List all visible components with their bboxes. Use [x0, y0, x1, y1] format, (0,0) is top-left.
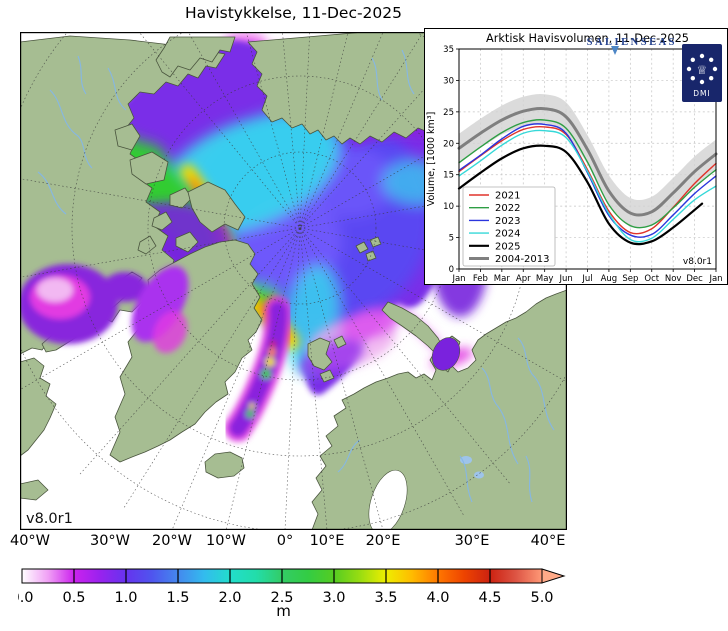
colorbar-tick-label: 0.5	[62, 590, 85, 606]
colorbar-tick-label: 4.5	[478, 590, 501, 606]
volume-chart-inset: Jan Feb Mar Apr May Jun Jul Aug Sep Oct Nov Dec Jan 0…	[424, 28, 728, 285]
series-2022	[458, 119, 717, 229]
colorbar-tick-label: 4.0	[426, 590, 449, 606]
map-x-tick-label: 10°W	[205, 533, 247, 549]
map-x-axis: 40°W 30°W 20°W 10°W 0° 10°E 20°E 30°E 40°E	[10, 533, 567, 553]
map-x-tick-label: 20°W	[151, 533, 193, 549]
inset-y-tick-label: 25	[443, 108, 454, 118]
inset-y-tick-label: 10	[443, 202, 454, 212]
inset-x-tick-label: Jan	[451, 274, 465, 283]
colorbar-tick-label: 3.0	[322, 590, 345, 606]
inset-x-tick-label: Jan	[708, 274, 722, 283]
inset-x-tick-label: May	[536, 274, 554, 283]
series-2024	[458, 129, 717, 243]
map-x-tick-label: 40°E	[530, 533, 566, 549]
inset-y-tick-label: 15	[443, 171, 454, 181]
inset-x-tick-label: Apr	[516, 274, 531, 283]
legend-label: 2004-2013	[495, 254, 550, 265]
legend-label: 2023	[495, 216, 520, 227]
inset-x-tick-label: Jun	[558, 274, 572, 283]
legend-label: 2021	[495, 191, 520, 202]
inset-x-tick-label: Mar	[494, 274, 511, 283]
colorbar-tick-label: 1.0	[114, 590, 137, 606]
inset-x-tick-label: Feb	[473, 274, 488, 283]
page-title: Havistykkelse, 11-Dec-2025	[184, 4, 402, 22]
colorbar-arrow-icon	[541, 568, 566, 584]
map-x-tick-label: 30°W	[89, 533, 131, 549]
rivers	[37, 49, 555, 503]
map-x-tick-label: 30°E	[454, 533, 490, 549]
salienseas-logo: SALIENSEAS	[586, 37, 677, 48]
inset-y-tick-label: 35	[443, 45, 454, 55]
colorbar-unit-label: m	[276, 602, 291, 620]
map-x-tick-label: 40°W	[9, 533, 51, 549]
dmi-label: DMI	[693, 89, 710, 98]
crown-icon: ♕	[697, 63, 708, 77]
inset-y-tick-label: 30	[443, 76, 454, 86]
inset-y-axis-label: Volume, [1000 km³]	[426, 112, 437, 207]
inset-y-tick-label: 5	[449, 234, 454, 244]
inset-y-tick-label: 20	[443, 139, 454, 149]
inset-x-tick-label: Sep	[622, 274, 638, 283]
legend-label: 2022	[495, 203, 520, 214]
map-x-tick-label: 20°E	[365, 533, 401, 549]
inset-y-tick-label: 0	[449, 265, 454, 275]
colorbar-tick-label: 2.0	[218, 590, 241, 606]
inset-x-tick-label: Oct	[644, 274, 659, 283]
inset-x-tick-label: Jul	[581, 274, 592, 283]
map-x-tick-label: 0°	[276, 533, 294, 549]
series-2025	[457, 144, 704, 246]
inset-x-tick-label: Dec	[686, 274, 703, 283]
legend-label: 2024	[495, 229, 520, 240]
inset-title: Arktisk Havisvolumen, 11-Dec-2025	[486, 32, 689, 45]
colorbar-tick-label: 5.0	[530, 590, 553, 606]
inset-x-tick-label: Nov	[665, 274, 682, 283]
map-version-label: v8.0r1	[26, 511, 73, 527]
dmi-logo: ♕ DMI	[682, 44, 722, 102]
sail-icon	[611, 46, 619, 55]
series-2004-2013	[457, 106, 718, 217]
dmi-dots-icon	[686, 53, 718, 85]
colorbar-tick-label: 3.5	[374, 590, 397, 606]
map-x-tick-label: 10°E	[309, 533, 345, 549]
colorbar-tick-label: 1.5	[166, 590, 189, 606]
volume-chart-canvas: Jan Feb Mar Apr May Jun Jul Aug Sep Oct Nov Dec Jan0…	[426, 32, 723, 283]
inset-version-label: v8.0r1	[683, 257, 712, 267]
legend-label: 2025	[495, 241, 520, 252]
inset-x-tick-label: Aug	[601, 274, 618, 283]
colorbar-tick-label: 2.5	[270, 590, 293, 606]
